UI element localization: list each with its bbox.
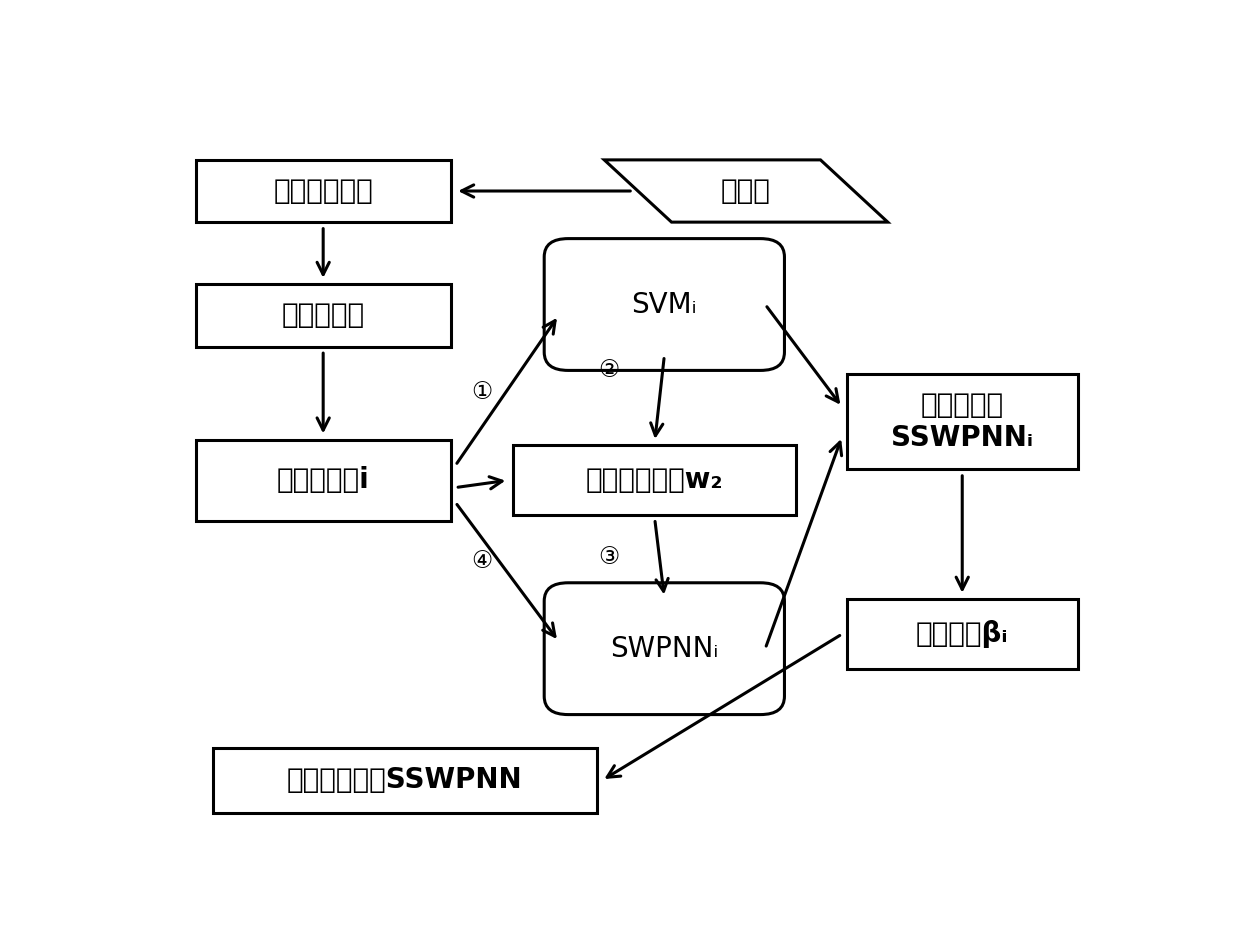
FancyBboxPatch shape xyxy=(544,583,785,714)
Text: ②: ② xyxy=(598,359,619,382)
Text: 提取特征向量: 提取特征向量 xyxy=(273,177,373,205)
Text: ③: ③ xyxy=(598,545,619,569)
Text: ①: ① xyxy=(471,380,492,404)
Text: ④: ④ xyxy=(471,549,492,573)
FancyBboxPatch shape xyxy=(544,239,785,370)
FancyBboxPatch shape xyxy=(196,284,450,346)
FancyBboxPatch shape xyxy=(213,747,596,813)
Text: 源数据: 源数据 xyxy=(722,177,771,205)
Polygon shape xyxy=(604,160,888,223)
Text: 平衡数据集i: 平衡数据集i xyxy=(277,466,370,495)
Text: 分类器集成
SSWPNNᵢ: 分类器集成 SSWPNNᵢ xyxy=(892,392,1033,452)
FancyBboxPatch shape xyxy=(513,445,796,515)
Text: 计算样本权重w₂: 计算样本权重w₂ xyxy=(587,466,723,495)
FancyBboxPatch shape xyxy=(196,440,450,520)
FancyBboxPatch shape xyxy=(847,374,1078,469)
FancyBboxPatch shape xyxy=(847,599,1078,669)
Text: SWPNNᵢ: SWPNNᵢ xyxy=(610,634,718,663)
Text: SVMᵢ: SVMᵢ xyxy=(631,290,697,319)
Text: 输出集成模型SSWPNN: 输出集成模型SSWPNN xyxy=(286,767,523,794)
FancyBboxPatch shape xyxy=(196,160,450,223)
Text: 计算权重βᵢ: 计算权重βᵢ xyxy=(916,620,1008,648)
Text: 平衡化处理: 平衡化处理 xyxy=(281,301,365,329)
